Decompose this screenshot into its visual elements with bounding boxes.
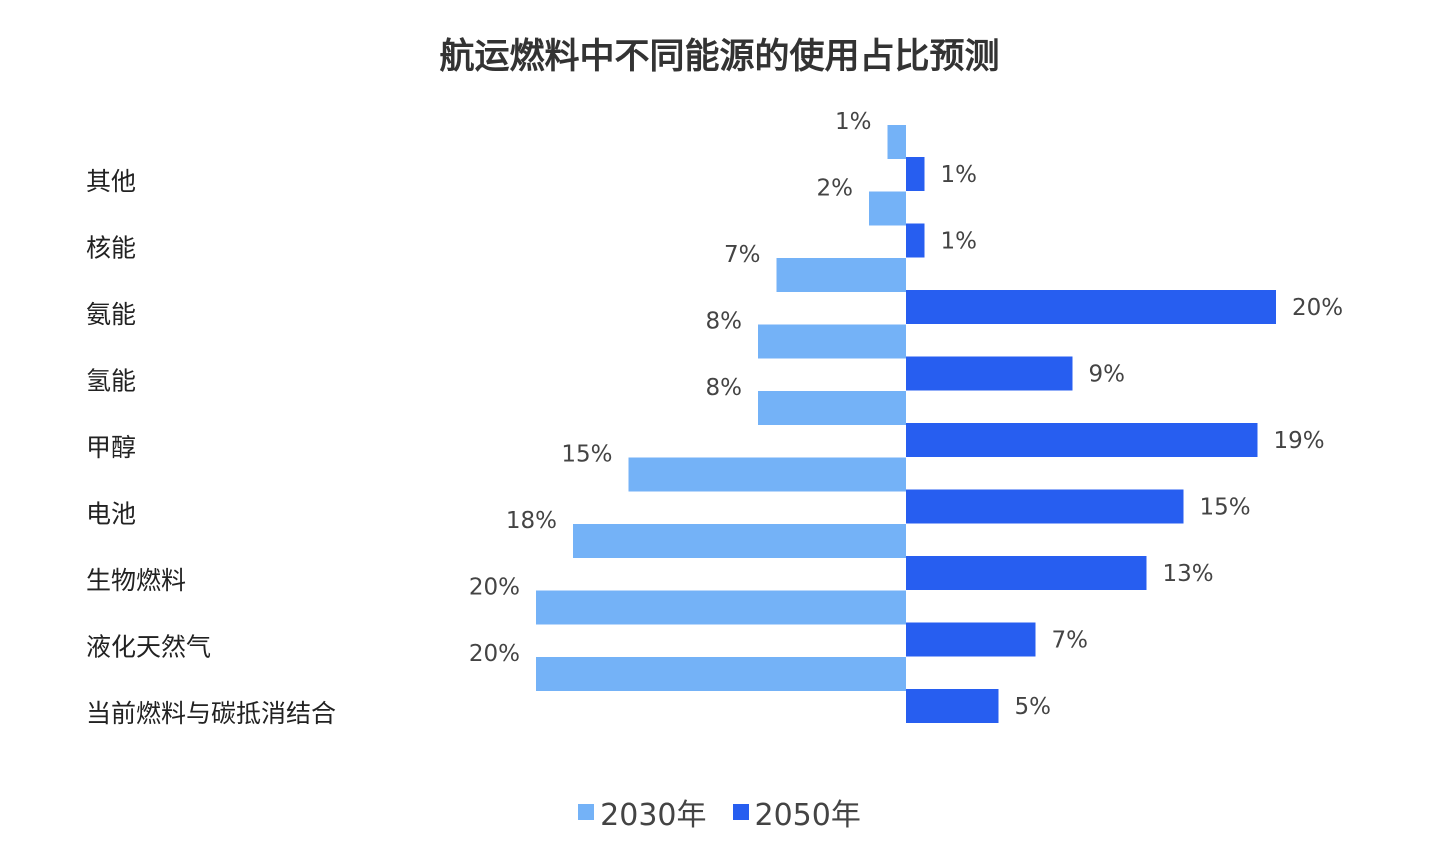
bar-series-0 — [869, 191, 906, 226]
bar-series-1 — [906, 689, 999, 723]
data-label-series-0: 1% — [835, 109, 872, 135]
bar-series-1 — [906, 489, 1184, 524]
bar-series-1 — [906, 290, 1276, 324]
data-label-series-0: 8% — [706, 375, 743, 401]
bar-series-1 — [906, 356, 1073, 391]
category-label: 生物燃料 — [86, 566, 186, 595]
bar-series-0 — [536, 590, 906, 625]
bar-series-0 — [776, 258, 906, 292]
bar-series-1 — [906, 622, 1036, 657]
data-label-series-1: 13% — [1163, 561, 1214, 587]
bar-series-0 — [628, 457, 906, 492]
category-label: 液化天然气 — [86, 633, 211, 662]
legend-swatch-series-0 — [578, 804, 595, 820]
bar-series-0 — [758, 391, 906, 425]
bar-series-1 — [906, 223, 925, 258]
chart-title: 航运燃料中不同能源的使用占比预测 — [439, 37, 1000, 77]
data-label-series-1: 1% — [941, 229, 978, 255]
category-label: 氢能 — [86, 367, 136, 396]
data-label-series-0: 15% — [561, 442, 612, 468]
data-label-series-0: 18% — [506, 508, 557, 534]
legend-label-series-0: 2030年 — [600, 798, 707, 833]
data-label-series-1: 20% — [1292, 295, 1343, 321]
legend: 2030年 2050年 — [0, 790, 1439, 834]
bar-series-0 — [536, 657, 906, 691]
data-label-series-1: 5% — [1015, 694, 1052, 720]
bar-series-1 — [906, 157, 925, 191]
bars — [536, 125, 1276, 723]
category-label: 核能 — [86, 234, 136, 263]
bar-series-0 — [887, 125, 906, 159]
data-label-series-0: 8% — [706, 309, 743, 335]
data-label-series-1: 19% — [1274, 428, 1325, 454]
bar-series-1 — [906, 556, 1147, 590]
bar-series-0 — [758, 324, 906, 359]
data-label-series-0: 2% — [817, 176, 854, 202]
legend-label-series-1: 2050年 — [754, 798, 861, 833]
data-label-series-1: 9% — [1089, 362, 1126, 388]
data-label-series-1: 15% — [1200, 495, 1251, 521]
bar-series-1 — [906, 423, 1258, 457]
data-label-series-0: 20% — [469, 575, 520, 601]
bar-series-0 — [573, 524, 906, 558]
data-label-series-1: 7% — [1052, 628, 1089, 654]
data-label-series-1: 1% — [941, 162, 978, 188]
legend-item-series-1: 2050年 — [732, 790, 861, 834]
category-label: 其他 — [86, 167, 136, 196]
category-label: 氨能 — [86, 300, 136, 329]
value-labels: 1% 1% 2% 1% 7% 20% 8% 9% 8% 19% 15% 15% 18% 13% 20% 7% 2… — [469, 109, 1343, 720]
data-label-series-0: 7% — [724, 242, 761, 268]
data-label-series-0: 20% — [469, 641, 520, 667]
legend-item-series-0: 2030年 — [578, 790, 707, 834]
category-label: 当前燃料与碳抵消结合 — [86, 699, 336, 728]
category-label: 甲醇 — [86, 433, 136, 462]
category-label: 电池 — [86, 500, 136, 529]
legend-swatch-series-1 — [732, 804, 749, 820]
